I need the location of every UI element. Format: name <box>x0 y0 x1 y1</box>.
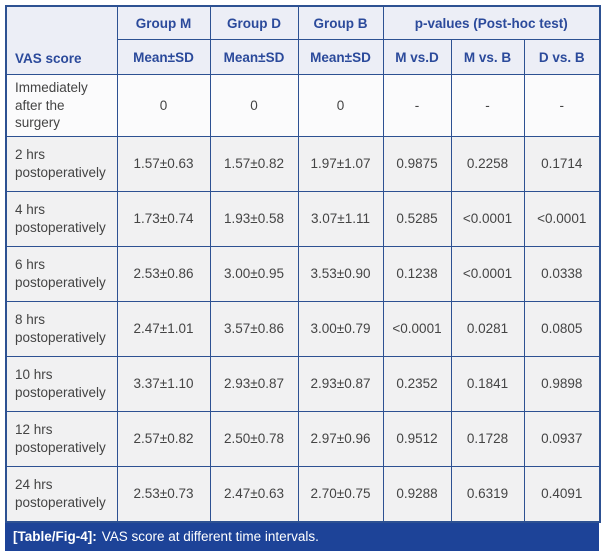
data-cell: <0.0001 <box>450 190 525 247</box>
data-cell: <0.0001 <box>450 245 525 302</box>
data-cell: 0.0805 <box>523 300 601 357</box>
data-cell: 0.2258 <box>450 135 525 192</box>
header-m-vs-d: M vs.D <box>382 39 452 75</box>
data-cell: 2.93±0.87 <box>209 355 299 412</box>
data-cell: 0 <box>209 74 299 137</box>
data-cell: 2.93±0.87 <box>297 355 384 412</box>
data-cell: 3.00±0.95 <box>209 245 299 302</box>
data-cell: 2.57±0.82 <box>116 410 211 467</box>
header-group-m: Group M <box>116 5 211 40</box>
table-row: 12 hrs postoperatively 2.57±0.82 2.50±0.… <box>5 410 601 467</box>
table-row: 8 hrs postoperatively 2.47±1.01 3.57±0.8… <box>5 300 601 357</box>
data-cell: 0.0338 <box>523 245 601 302</box>
data-cell: 1.73±0.74 <box>116 190 211 247</box>
header-m-vs-b: M vs. B <box>450 39 525 75</box>
data-cell: 2.47±0.63 <box>209 465 299 523</box>
data-cell: 3.00±0.79 <box>297 300 384 357</box>
data-cell: 1.93±0.58 <box>209 190 299 247</box>
data-cell: 3.53±0.90 <box>297 245 384 302</box>
data-cell: 3.07±1.11 <box>297 190 384 247</box>
table-row: 2 hrs postoperatively 1.57±0.63 1.57±0.8… <box>5 135 601 192</box>
data-cell: <0.0001 <box>523 190 601 247</box>
header-mean-sd-d: Mean±SD <box>209 39 299 75</box>
data-cell: 0.6319 <box>450 465 525 523</box>
table-row: 24 hrs postoperatively 2.53±0.73 2.47±0.… <box>5 465 601 523</box>
table-row: 10 hrs postoperatively 3.37±1.10 2.93±0.… <box>5 355 601 412</box>
row-label: Immediately after the surgery <box>5 74 118 137</box>
data-cell: 0.5285 <box>382 190 452 247</box>
data-cell: - <box>523 74 601 137</box>
data-cell: 0.1238 <box>382 245 452 302</box>
header-mean-sd-m: Mean±SD <box>116 39 211 75</box>
data-cell: 2.50±0.78 <box>209 410 299 467</box>
data-cell: 0.1714 <box>523 135 601 192</box>
data-cell: 2.47±1.01 <box>116 300 211 357</box>
data-cell: 2.53±0.86 <box>116 245 211 302</box>
data-cell: 0.1728 <box>450 410 525 467</box>
row-label: 2 hrs postoperatively <box>5 135 118 192</box>
data-cell: 0.9512 <box>382 410 452 467</box>
header-group-b: Group B <box>297 5 384 40</box>
caption-text: VAS score at different time intervals. <box>101 528 319 544</box>
header-vas-score: VAS score <box>5 5 118 75</box>
data-cell: 3.57±0.86 <box>209 300 299 357</box>
data-cell: 0.0937 <box>523 410 601 467</box>
table-figure: VAS score Group M Group D Group B p-valu… <box>5 5 601 551</box>
data-cell: 0.1841 <box>450 355 525 412</box>
data-cell: 2.53±0.73 <box>116 465 211 523</box>
data-cell: 0.4091 <box>523 465 601 523</box>
data-cell: 1.57±0.82 <box>209 135 299 192</box>
figure-caption: [Table/Fig-4]: VAS score at different tim… <box>5 522 599 551</box>
data-cell: - <box>382 74 452 137</box>
row-label: 12 hrs postoperatively <box>5 410 118 467</box>
caption-tag: [Table/Fig-4]: <box>13 528 97 544</box>
header-pvalues: p-values (Post-hoc test) <box>382 5 601 40</box>
data-cell: <0.0001 <box>382 300 452 357</box>
row-label: 24 hrs postoperatively <box>5 465 118 523</box>
row-label: 6 hrs postoperatively <box>5 245 118 302</box>
data-cell: 0.2352 <box>382 355 452 412</box>
row-label: 8 hrs postoperatively <box>5 300 118 357</box>
data-cell: 0.9898 <box>523 355 601 412</box>
data-cell: 2.97±0.96 <box>297 410 384 467</box>
data-cell: 0 <box>116 74 211 137</box>
table-row: Immediately after the surgery 0 0 0 - - … <box>5 74 601 137</box>
table-row: 4 hrs postoperatively 1.73±0.74 1.93±0.5… <box>5 190 601 247</box>
data-cell: 2.70±0.75 <box>297 465 384 523</box>
data-cell: 1.57±0.63 <box>116 135 211 192</box>
data-cell: 1.97±1.07 <box>297 135 384 192</box>
data-cell: 0.9288 <box>382 465 452 523</box>
header-mean-sd-b: Mean±SD <box>297 39 384 75</box>
header-group-d: Group D <box>209 5 299 40</box>
header-d-vs-b: D vs. B <box>523 39 601 75</box>
row-label: 10 hrs postoperatively <box>5 355 118 412</box>
vas-score-table: VAS score Group M Group D Group B p-valu… <box>5 5 601 523</box>
data-cell: - <box>450 74 525 137</box>
data-cell: 3.37±1.10 <box>116 355 211 412</box>
table-row: 6 hrs postoperatively 2.53±0.86 3.00±0.9… <box>5 245 601 302</box>
data-cell: 0.0281 <box>450 300 525 357</box>
data-cell: 0 <box>297 74 384 137</box>
row-label: 4 hrs postoperatively <box>5 190 118 247</box>
table-body: Immediately after the surgery 0 0 0 - - … <box>5 74 601 523</box>
data-cell: 0.9875 <box>382 135 452 192</box>
